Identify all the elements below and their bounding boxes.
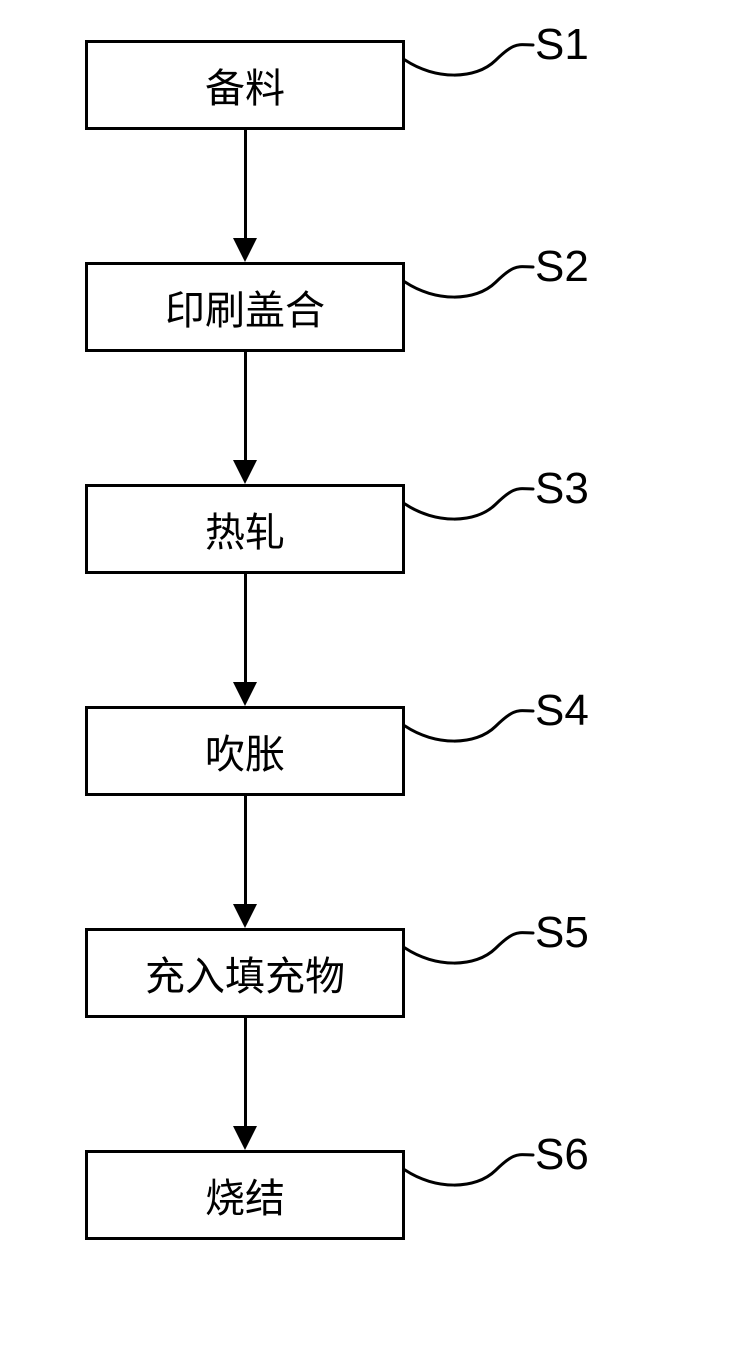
flowchart-node: 吹胀	[85, 706, 405, 796]
node-label: 印刷盖合	[165, 278, 325, 336]
flowchart-node: 烧结	[85, 1150, 405, 1240]
node-label: 充入填充物	[145, 944, 345, 1002]
step-label: S6	[535, 1130, 589, 1180]
flowchart-node: 热轧	[85, 484, 405, 574]
arrow-line	[244, 130, 247, 238]
step-label: S3	[535, 464, 589, 514]
node-label: 备料	[205, 56, 285, 114]
node-label: 热轧	[205, 500, 285, 558]
step-label: S1	[535, 20, 589, 70]
arrow-line	[244, 574, 247, 682]
arrow-head-icon	[233, 460, 257, 484]
connector-curve	[405, 484, 541, 539]
step-label: S5	[535, 908, 589, 958]
flowchart-node: 备料	[85, 40, 405, 130]
step-label: S4	[535, 686, 589, 736]
connector-curve	[405, 262, 541, 317]
flowchart-node: 充入填充物	[85, 928, 405, 1018]
arrow-line	[244, 352, 247, 460]
arrow-head-icon	[233, 1126, 257, 1150]
node-label: 烧结	[205, 1166, 285, 1224]
connector-curve	[405, 706, 541, 761]
step-label: S2	[535, 242, 589, 292]
arrow-head-icon	[233, 904, 257, 928]
arrow-head-icon	[233, 682, 257, 706]
node-label: 吹胀	[205, 722, 285, 780]
flowchart-node: 印刷盖合	[85, 262, 405, 352]
arrow-line	[244, 1018, 247, 1126]
arrow-line	[244, 796, 247, 904]
connector-curve	[405, 928, 541, 983]
arrow-head-icon	[233, 238, 257, 262]
connector-curve	[405, 40, 541, 95]
connector-curve	[405, 1150, 541, 1205]
